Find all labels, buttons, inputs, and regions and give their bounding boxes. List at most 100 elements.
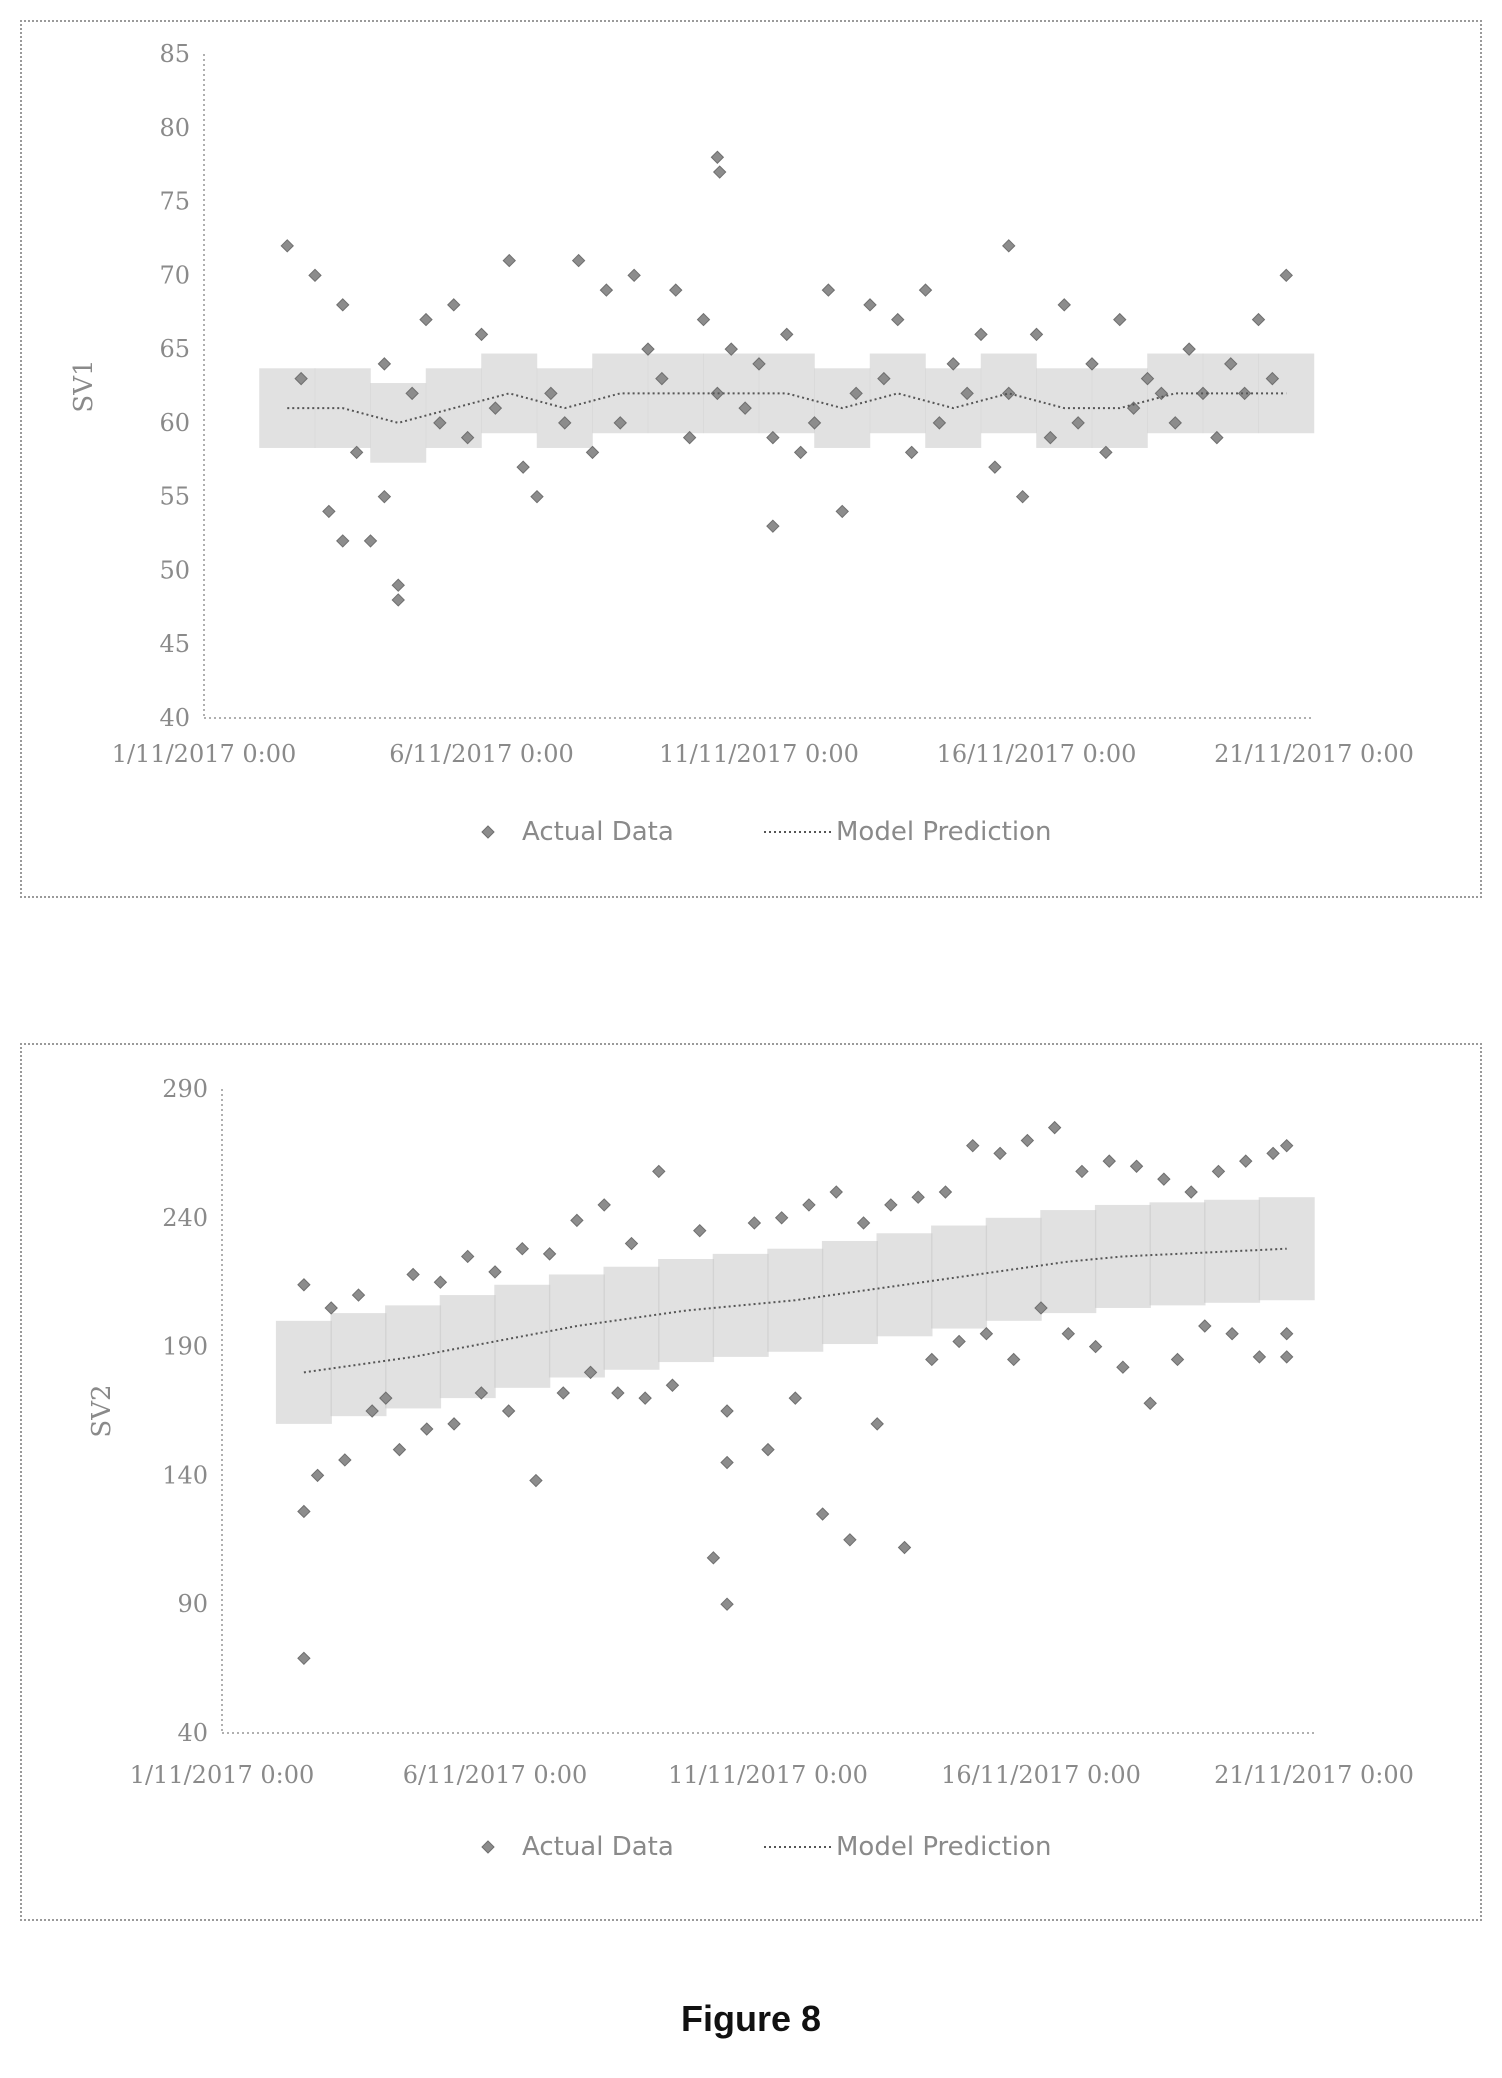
- actual-data-point: [585, 445, 600, 460]
- actual-data-point: [1071, 416, 1085, 430]
- y-tick-label: 80: [159, 114, 190, 142]
- actual-data-point: [710, 386, 725, 401]
- actual-data-point: [870, 1417, 884, 1431]
- actual-data-point: [752, 357, 766, 371]
- legend-marker-actual: [481, 825, 495, 839]
- actual-data-point: [542, 1247, 557, 1261]
- data-density-band-segment: [647, 353, 704, 434]
- actual-data-point: [891, 312, 905, 327]
- actual-data-point: [627, 268, 641, 283]
- actual-data-point: [696, 312, 711, 327]
- actual-data-point: [583, 1365, 598, 1380]
- actual-data-point: [349, 445, 364, 460]
- x-tick-label: 16/11/2017 0:00: [937, 740, 1137, 768]
- actual-data-point: [447, 1417, 461, 1431]
- actual-data-point: [1047, 1120, 1062, 1135]
- data-density-band-segment: [1040, 1210, 1097, 1314]
- actual-data-point: [712, 165, 727, 179]
- data-density-band-segment: [658, 1259, 715, 1363]
- actual-data-point: [720, 1404, 734, 1418]
- actual-data-point: [338, 1453, 352, 1467]
- actual-data-point: [724, 342, 738, 356]
- y-tick-label: 140: [162, 1461, 208, 1489]
- actual-data-point: [1015, 489, 1030, 504]
- actual-data-point: [802, 1198, 816, 1212]
- actual-data-point: [1211, 1164, 1226, 1179]
- actual-data-point: [530, 489, 544, 504]
- actual-data-point: [405, 386, 419, 401]
- actual-data-point: [1116, 1360, 1130, 1374]
- actual-data-point: [1034, 1301, 1048, 1315]
- actual-data-point: [1129, 1159, 1144, 1173]
- actual-data-point: [433, 1275, 448, 1289]
- chart-sv1: 40 45 50 55 60 65 70 75 80 85 1/11/2017 0:00 6/11/2…: [69, 40, 1414, 847]
- actual-data-point: [1113, 312, 1127, 327]
- actual-data-point: [1252, 1350, 1267, 1364]
- figure-caption: Figure 8: [680, 1998, 822, 2039]
- actual-data-point: [774, 1211, 789, 1225]
- chart-sv2: 40 90 140 190 240 290 1/11/2017 0:00 6/11/2017 …: [87, 1075, 1414, 1862]
- actual-data-series: [297, 1120, 1294, 1666]
- actual-data-point: [952, 1334, 966, 1349]
- actual-data-point: [419, 312, 433, 327]
- actual-data-point: [1002, 386, 1016, 401]
- actual-data-point: [1168, 416, 1182, 430]
- actual-data-point: [706, 1551, 721, 1565]
- actual-data-point: [515, 1242, 530, 1256]
- actual-data-point: [460, 1249, 475, 1264]
- y-tick-label: 75: [159, 188, 190, 216]
- actual-data-point: [571, 253, 586, 268]
- actual-data-point: [322, 504, 336, 519]
- y-tick-label: 240: [162, 1204, 208, 1232]
- data-density-band-segment: [869, 353, 926, 434]
- actual-data-point: [693, 1223, 707, 1238]
- actual-data-point: [856, 1216, 871, 1230]
- actual-data-point: [1029, 327, 1044, 342]
- actual-data-point: [793, 445, 808, 460]
- actual-data-point: [363, 534, 378, 548]
- actual-data-point: [655, 371, 669, 386]
- y-tick-label: 65: [159, 335, 190, 363]
- legend-label-actual: Actual Data: [522, 817, 674, 847]
- actual-data-point: [1075, 1164, 1089, 1179]
- actual-data-point: [529, 1473, 543, 1488]
- actual-data-point: [829, 1185, 843, 1199]
- actual-data-point: [932, 416, 947, 430]
- actual-data-point: [1279, 1327, 1294, 1341]
- actual-data-point: [938, 1185, 953, 1199]
- actual-data-point: [597, 1198, 611, 1212]
- actual-data-point: [1266, 1146, 1280, 1161]
- actual-data-point: [1237, 386, 1252, 401]
- data-density-band-segment: [876, 1233, 933, 1337]
- actual-data-point: [988, 460, 1002, 474]
- x-tick-label: 11/11/2017 0:00: [659, 740, 859, 768]
- actual-data-point: [324, 1301, 338, 1315]
- y-tick-label: 85: [159, 40, 190, 68]
- actual-data-point: [720, 1455, 734, 1470]
- y-tick-label: 290: [162, 1075, 208, 1103]
- actual-data-point: [599, 283, 614, 297]
- x-tick-label: 1/11/2017 0:00: [130, 1761, 315, 1789]
- data-density-band-segment: [1094, 1204, 1151, 1308]
- actual-data-point: [843, 1533, 857, 1547]
- actual-data-point: [447, 298, 461, 312]
- legend: Actual Data Model Prediction: [481, 817, 1052, 847]
- actual-data-point: [502, 253, 516, 268]
- data-density-band-segment: [821, 1240, 878, 1345]
- actual-data-point: [766, 430, 780, 445]
- actual-data-point: [877, 371, 891, 386]
- data-density-band-segment: [931, 1225, 988, 1329]
- actual-data-point: [960, 386, 974, 401]
- actual-data-point: [821, 283, 836, 297]
- legend-label-prediction: Model Prediction: [836, 817, 1052, 847]
- actual-data-point: [652, 1164, 666, 1179]
- actual-data-point: [558, 416, 572, 430]
- legend-label-actual: Actual Data: [522, 1832, 674, 1862]
- actual-data-point: [1154, 386, 1169, 401]
- actual-data-point: [365, 1404, 379, 1418]
- x-tick-label: 21/11/2017 0:00: [1214, 1761, 1414, 1789]
- data-density-band-segment: [758, 353, 815, 434]
- actual-data-point: [747, 1216, 762, 1230]
- actual-data-point: [766, 519, 780, 533]
- actual-data-point: [392, 1442, 407, 1457]
